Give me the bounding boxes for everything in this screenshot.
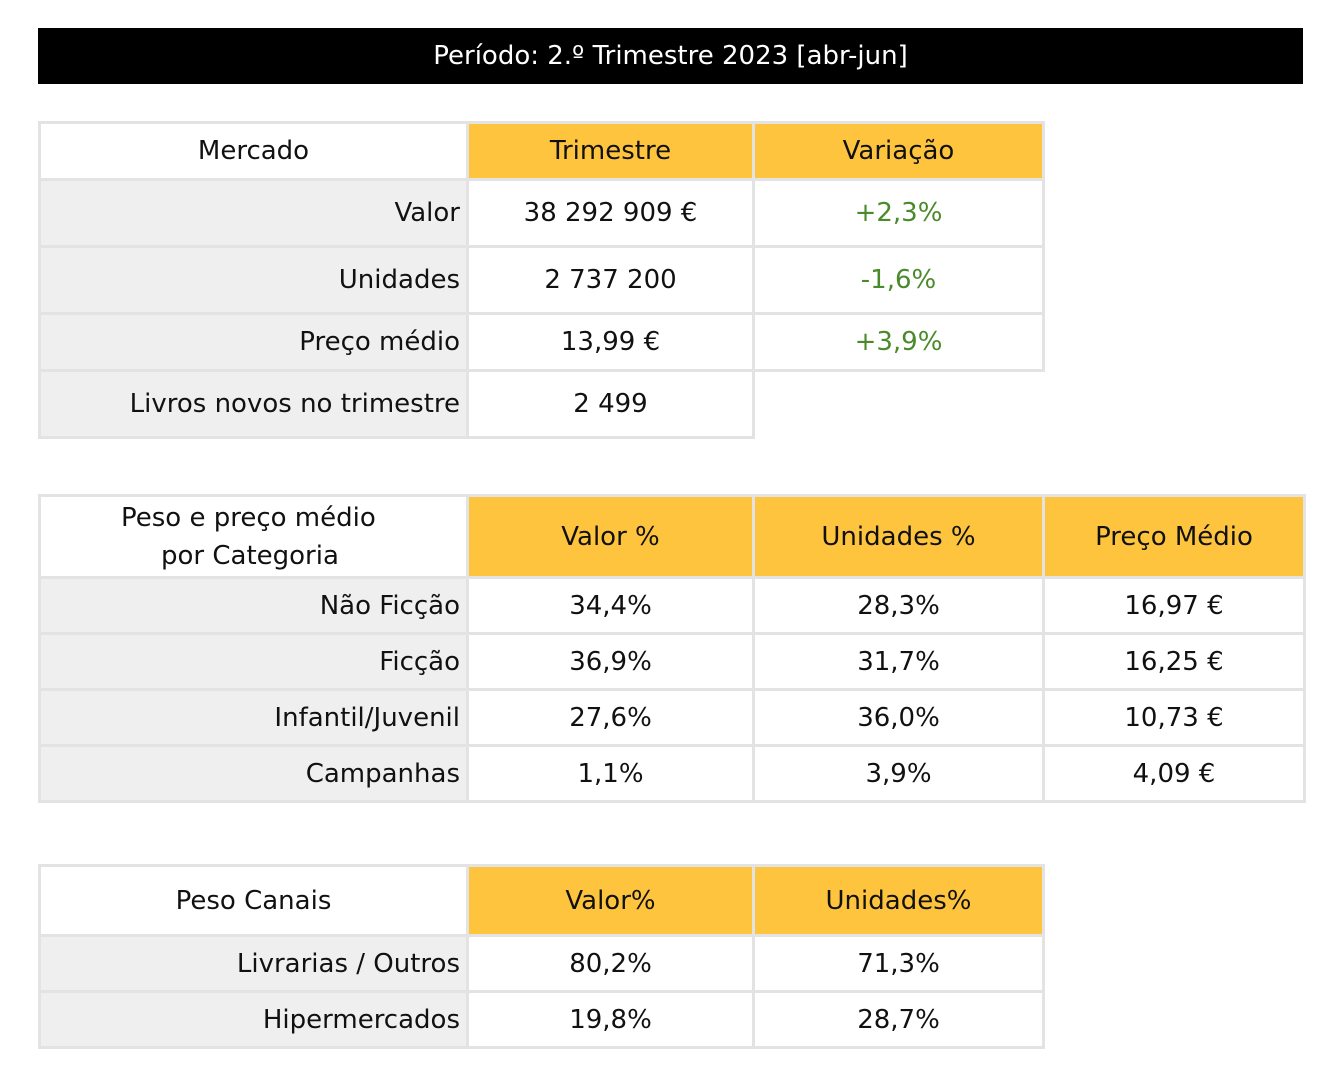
preco-value: 4,09 € — [1042, 744, 1306, 803]
categoria-table: Peso e preço médio por Categoria Valor %… — [38, 494, 1306, 803]
unidades-value: 3,9% — [752, 744, 1045, 803]
table-header-row: Mercado Trimestre Variação — [38, 121, 1045, 181]
table-row: Campanhas 1,1% 3,9% 4,09 € — [38, 744, 1306, 803]
table-row: Preço médio 13,99 € +3,9% — [38, 312, 1045, 372]
table-row: Ficção 36,9% 31,7% 16,25 € — [38, 632, 1306, 691]
row-label: Infantil/Juvenil — [38, 688, 469, 747]
mercado-table: Mercado Trimestre Variação Valor 38 292 … — [38, 121, 1045, 439]
trimestre-header: Trimestre — [466, 121, 755, 181]
table-header-row: Peso Canais Valor% Unidades% — [38, 864, 1045, 937]
table-row: Unidades 2 737 200 -1,6% — [38, 245, 1045, 315]
row-label: Valor — [38, 178, 469, 248]
unidades-pct-header: Unidades% — [752, 864, 1045, 937]
trimestre-value: 2 499 — [466, 369, 755, 439]
row-label: Preço médio — [38, 312, 469, 372]
table-row: Livros novos no trimestre 2 499 — [38, 369, 1044, 439]
preco-medio-header: Preço Médio — [1042, 494, 1306, 579]
trimestre-value: 13,99 € — [466, 312, 755, 372]
table-row: Valor 38 292 909 € +2,3% — [38, 178, 1045, 248]
valor-pct-header: Valor% — [466, 864, 755, 937]
valor-value: 36,9% — [466, 632, 755, 691]
mercado-header: Mercado — [38, 121, 469, 181]
categoria-corner-header: Peso e preço médio por Categoria — [38, 494, 469, 579]
unidades-pct-header: Unidades % — [752, 494, 1045, 579]
period-banner: Período: 2.º Trimestre 2023 [abr-jun] — [38, 28, 1303, 84]
valor-pct-header: Valor % — [466, 494, 755, 579]
period-title: Período: 2.º Trimestre 2023 [abr-jun] — [433, 41, 908, 71]
valor-value: 80,2% — [466, 934, 755, 993]
unidades-value: 28,3% — [752, 576, 1045, 635]
trimestre-value: 38 292 909 € — [466, 178, 755, 248]
row-label: Livros novos no trimestre — [38, 369, 469, 439]
variacao-value: +3,9% — [752, 312, 1045, 372]
table-header-row: Peso e preço médio por Categoria Valor %… — [38, 494, 1306, 579]
preco-value: 16,25 € — [1042, 632, 1306, 691]
variacao-value: +2,3% — [752, 178, 1045, 248]
table-row: Hipermercados 19,8% 28,7% — [38, 990, 1045, 1049]
row-label: Livrarias / Outros — [38, 934, 469, 993]
table-row: Infantil/Juvenil 27,6% 36,0% 10,73 € — [38, 688, 1306, 747]
peso-canais-header: Peso Canais — [38, 864, 469, 937]
preco-value: 16,97 € — [1042, 576, 1306, 635]
corner-line-1: Peso e preço médio — [121, 502, 376, 533]
row-label: Campanhas — [38, 744, 469, 803]
row-label: Hipermercados — [38, 990, 469, 1049]
row-label: Unidades — [38, 245, 469, 315]
unidades-value: 71,3% — [752, 934, 1045, 993]
valor-value: 34,4% — [466, 576, 755, 635]
row-label: Ficção — [38, 632, 469, 691]
valor-value: 27,6% — [466, 688, 755, 747]
variacao-header: Variação — [752, 121, 1045, 181]
valor-value: 1,1% — [466, 744, 755, 803]
row-label: Não Ficção — [38, 576, 469, 635]
variacao-value: -1,6% — [752, 245, 1045, 315]
preco-value: 10,73 € — [1042, 688, 1306, 747]
unidades-value: 36,0% — [752, 688, 1045, 747]
corner-line-2: por Categoria — [161, 540, 339, 571]
valor-value: 19,8% — [466, 990, 755, 1049]
unidades-value: 28,7% — [752, 990, 1045, 1049]
trimestre-value: 2 737 200 — [466, 245, 755, 315]
table-row: Não Ficção 34,4% 28,3% 16,97 € — [38, 576, 1306, 635]
unidades-value: 31,7% — [752, 632, 1045, 691]
empty-cell — [754, 371, 1044, 438]
canais-table: Peso Canais Valor% Unidades% Livrarias /… — [38, 864, 1045, 1049]
table-row: Livrarias / Outros 80,2% 71,3% — [38, 934, 1045, 993]
